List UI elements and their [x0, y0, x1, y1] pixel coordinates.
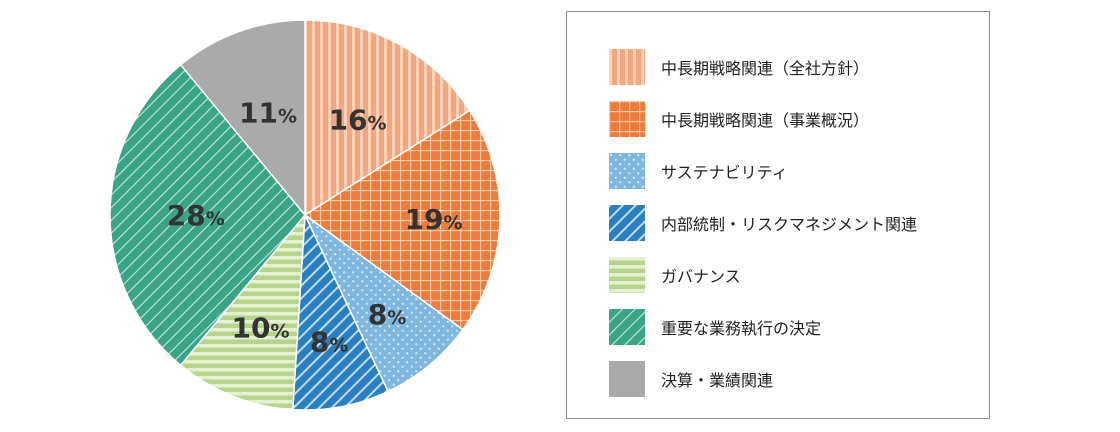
legend-label: 中長期戦略関連（全社方針）: [661, 59, 870, 78]
slice-unit: %: [444, 212, 463, 234]
legend-swatch: [609, 49, 645, 85]
pie-slice: [109, 63, 306, 367]
slice-data-label: 8%: [310, 325, 349, 358]
legend-item: 中長期戦略関連（事業概況）: [609, 101, 917, 137]
legend-label: 重要な業務執行の決定: [661, 319, 822, 338]
slice-data-label: 19%: [405, 203, 463, 236]
slice-data-label: 8%: [368, 298, 407, 331]
slice-unit: %: [368, 112, 387, 134]
slice-data-label: 28%: [167, 199, 225, 232]
pie-slice: [304, 214, 464, 393]
legend-item: サステナビリティ: [609, 153, 917, 189]
legend-swatch-fill: [609, 101, 645, 137]
legend-item: 中長期戦略関連（全社方針）: [609, 49, 917, 85]
slice-data-label: 10%: [231, 311, 289, 344]
pie-slice: [179, 212, 306, 411]
legend-swatch: [609, 101, 645, 137]
pie-slice: [304, 19, 471, 217]
slice-unit: %: [278, 105, 297, 127]
legend-label: 内部統制・リスクマネジメント関連: [661, 215, 918, 234]
slice-value: 19: [405, 203, 444, 236]
legend-item: ガバナンス: [609, 257, 917, 293]
legend: 中長期戦略関連（全社方針） 中長期戦略関連（事業概況） サステナビリティ内部統制・リ…: [566, 11, 990, 419]
legend-swatch: [609, 205, 645, 241]
legend-swatch: [609, 361, 645, 397]
slice-value: 10: [231, 311, 270, 344]
slice-unit: %: [206, 208, 225, 230]
legend-label: 決算・業績関連: [661, 371, 774, 390]
legend-item: 重要な業務執行の決定: [609, 309, 917, 345]
slice-data-label: 11%: [239, 96, 297, 129]
slice-value: 8: [310, 325, 329, 358]
slice-unit: %: [387, 307, 406, 329]
pie-slice: [179, 19, 306, 218]
slice-value: 11: [239, 96, 278, 129]
legend-swatch-fill: [609, 205, 645, 241]
pie-chart: 16%19%8%8%10%28%11%: [109, 19, 501, 411]
legend-item: 決算・業績関連: [609, 361, 917, 397]
slice-unit: %: [329, 334, 348, 356]
legend-swatch-fill: [609, 49, 645, 85]
legend-swatch: [609, 257, 645, 293]
legend-label: 中長期戦略関連（事業概況）: [661, 111, 870, 130]
slice-unit: %: [270, 320, 289, 342]
legend-item: 内部統制・リスクマネジメント関連: [609, 205, 917, 241]
slice-value: 8: [368, 298, 387, 331]
legend-swatch-fill: [609, 257, 645, 293]
legend-swatch-fill: [609, 153, 645, 189]
legend-label: サステナビリティ: [661, 163, 788, 182]
legend-swatch-fill: [609, 309, 645, 345]
legend-swatch: [609, 309, 645, 345]
pie-slice: [291, 214, 390, 411]
slice-value: 16: [329, 103, 368, 136]
pie-slice: [303, 109, 501, 331]
legend-swatch-fill: [609, 361, 645, 397]
legend-label: ガバナンス: [661, 267, 741, 286]
slice-data-label: 16%: [329, 103, 387, 136]
slice-value: 28: [167, 199, 206, 232]
legend-swatch: [609, 153, 645, 189]
legend-list: 中長期戦略関連（全社方針） 中長期戦略関連（事業概況） サステナビリティ内部統制・リ…: [609, 49, 917, 397]
